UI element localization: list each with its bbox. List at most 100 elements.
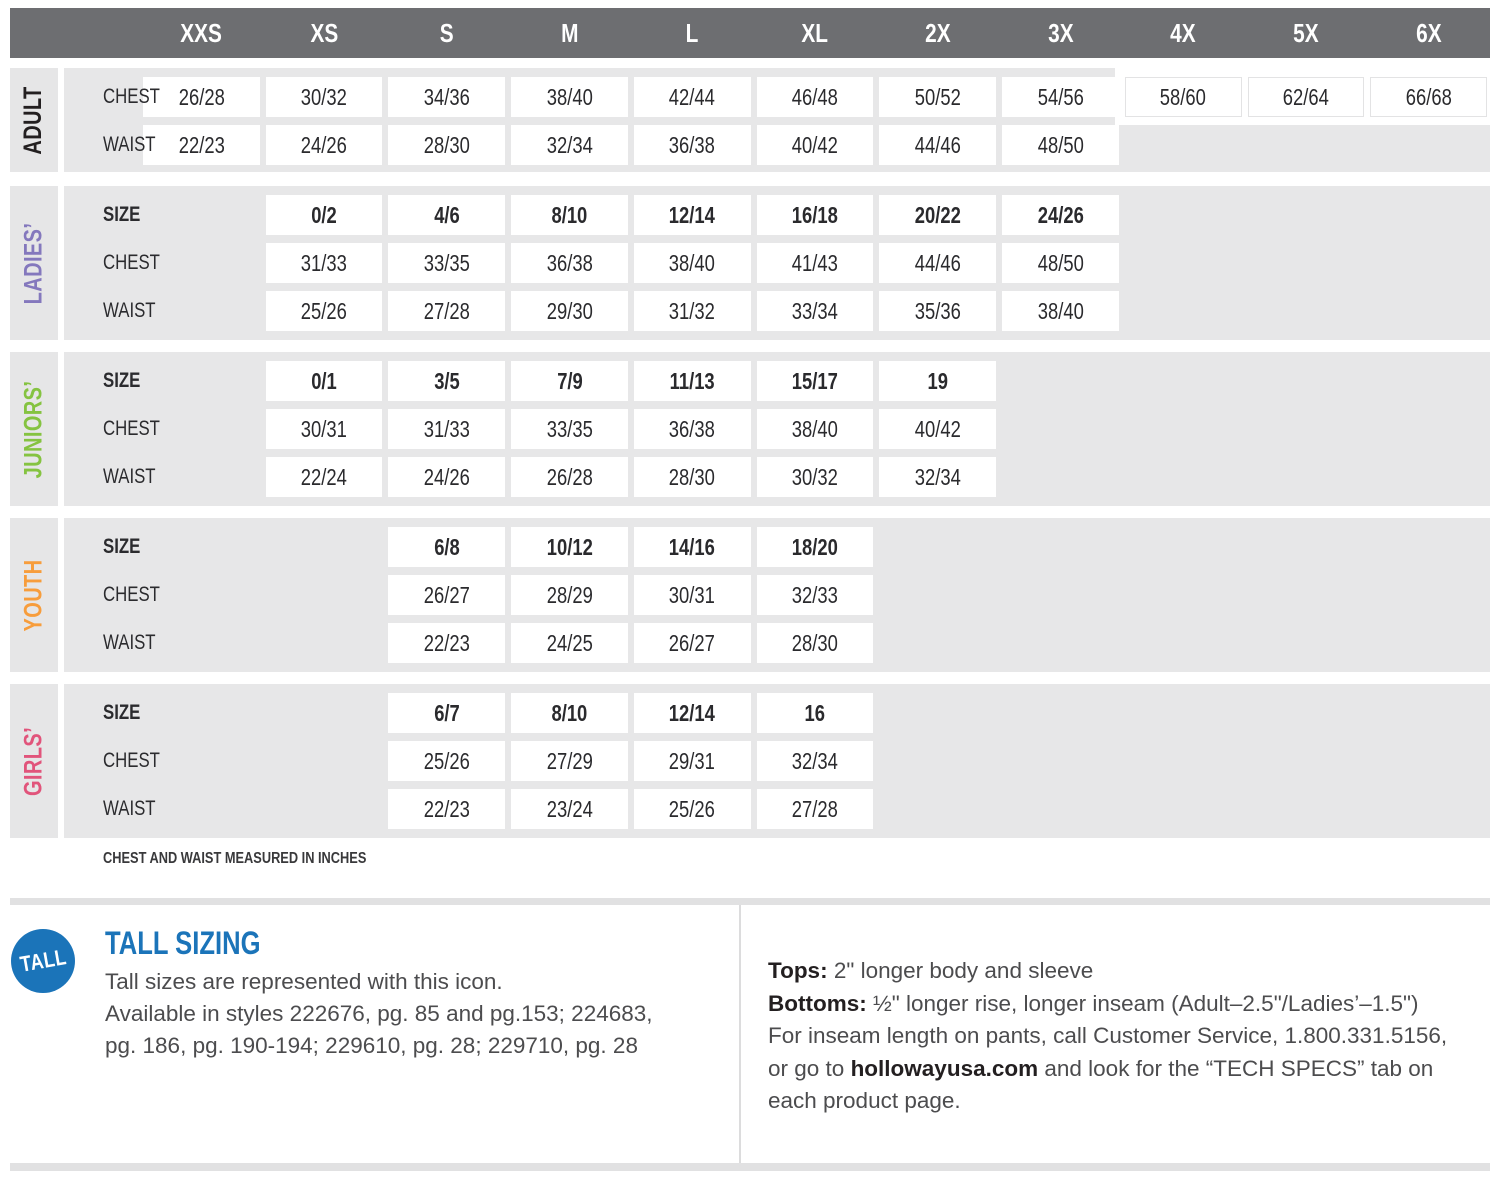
size-cell: 30/32	[265, 77, 383, 117]
section-panel: CHEST 26/28 30/32 34/36 38/40 42/44 46/48 50/52…	[64, 68, 1490, 172]
row-label: WAIST	[103, 797, 156, 820]
section-rows: CHEST 26/28 30/32 34/36 38/40 42/44 46/48 50/52…	[64, 77, 1490, 165]
bottoms-text: ½" longer rise, longer inseam (Adult–2.5…	[866, 990, 1419, 1016]
category-label: LADIES’	[19, 222, 48, 304]
table-row: WAIST 22/23 23/24 25/26 27/28	[64, 789, 1490, 829]
size-cell: 7/9	[511, 361, 628, 401]
row-label: CHEST	[103, 251, 160, 274]
size-cell: 32/34	[511, 125, 628, 165]
size-cell: 35/36	[879, 291, 997, 331]
row-label: WAIST	[103, 631, 156, 654]
size-column-header: S	[439, 17, 454, 48]
size-cell: 32/33	[756, 575, 874, 615]
size-cell: 23/24	[511, 789, 628, 829]
section-rows: SIZE 0/2 4/6 8/10 12/14 16/18 20/22 24/26 CHEST 3…	[64, 195, 1490, 331]
table-row: WAIST 22/23 24/26 28/30 32/34 36/38 40/42 44/46…	[64, 125, 1490, 165]
size-cell: 38/40	[756, 409, 874, 449]
row-label: CHEST	[103, 583, 160, 606]
size-cell: 26/28	[143, 77, 260, 117]
size-column-header: XXS	[180, 17, 223, 48]
tall-line-2: Available in styles 222676, pg. 85 and p…	[105, 1001, 653, 1026]
category-label-box-adult: ADULT	[10, 68, 58, 172]
size-cell: 6/7	[388, 693, 506, 733]
size-cell: 8/10	[511, 693, 628, 733]
table-row: WAIST 22/23 24/25 26/27 28/30	[64, 623, 1490, 663]
size-cell: 31/33	[388, 409, 506, 449]
size-column-header: M	[560, 17, 579, 48]
size-cell: 48/50	[1002, 125, 1119, 165]
note-bottoms: Bottoms: ½" longer rise, longer inseam (…	[768, 988, 1496, 1021]
size-cell: 28/30	[388, 125, 506, 165]
category-label: ADULT	[19, 85, 48, 155]
note-inseam-line1: For inseam length on pants, call Custome…	[768, 1023, 1448, 1048]
size-column-header: L	[685, 17, 699, 48]
note-inseam-line2: or go to hollowayusa.com and look for th…	[768, 1053, 1496, 1086]
size-cell: 11/13	[633, 361, 751, 401]
category-label: JUNIORS’	[19, 380, 48, 478]
tall-sizing-title-text: TALL SIZING	[105, 925, 261, 961]
size-cell: 36/38	[511, 243, 628, 283]
size-cell: 16/18	[756, 195, 874, 235]
size-cell: 62/64	[1247, 77, 1365, 117]
size-cell: 32/34	[756, 741, 874, 781]
section-panel: SIZE 6/8 10/12 14/16 18/20 CHEST 26/27 28/29 30/…	[64, 518, 1490, 672]
vertical-divider	[739, 905, 741, 1163]
size-cell: 12/14	[633, 195, 751, 235]
table-row: WAIST 22/24 24/26 26/28 28/30 30/32 32/34	[64, 457, 1490, 497]
size-cell: 14/16	[633, 527, 751, 567]
size-cell: 25/26	[265, 291, 383, 331]
size-cell: 40/42	[879, 409, 997, 449]
size-cell: 36/38	[633, 409, 751, 449]
size-cell: 22/24	[265, 457, 383, 497]
size-column-header: 4X	[1170, 17, 1196, 48]
table-row: CHEST 26/28 30/32 34/36 38/40 42/44 46/48 50/52…	[64, 77, 1490, 117]
size-column-header: 2X	[924, 17, 951, 48]
fit-notes: Tops: 2" longer body and sleeve Bottoms:…	[768, 955, 1496, 1118]
section-adult: ADULT CHEST 26/28 30/32 34/36 38/40 42/44 46/4…	[10, 68, 1490, 172]
size-column-header: 3X	[1047, 17, 1074, 48]
size-cell: 38/40	[1002, 291, 1119, 331]
category-label-box-youth: YOUTH	[10, 518, 58, 672]
size-cell: 34/36	[388, 77, 506, 117]
size-cell: 44/46	[879, 243, 997, 283]
size-cell: 54/56	[1002, 77, 1119, 117]
section-ladies: LADIES’ SIZE 0/2 4/6 8/10 12/14 16/18 20/22 24/…	[10, 186, 1490, 340]
size-cell: 31/33	[265, 243, 383, 283]
table-row: SIZE 6/7 8/10 12/14 16	[64, 693, 1490, 733]
size-cell: 24/25	[511, 623, 628, 663]
size-cell: 42/44	[633, 77, 751, 117]
section-rows: SIZE 0/1 3/5 7/9 11/13 15/17 19 CHEST 30/31 31/33…	[64, 361, 1490, 497]
size-cell: 20/22	[879, 195, 997, 235]
section-panel: SIZE 6/7 8/10 12/14 16 CHEST 25/26 27/29 29/31 32…	[64, 684, 1490, 838]
size-cell: 27/29	[511, 741, 628, 781]
category-label-box-juniors: JUNIORS’	[10, 352, 58, 506]
size-cell: 30/31	[633, 575, 751, 615]
row-label: SIZE	[103, 535, 141, 558]
size-cell: 46/48	[756, 77, 874, 117]
inseam-text-b: and look for the “TECH SPECS” tab on	[1038, 1055, 1434, 1081]
row-label: SIZE	[103, 369, 141, 392]
category-label: GIRLS’	[19, 726, 48, 796]
measurement-footnote: CHEST AND WAIST MEASURED IN INCHES	[103, 850, 432, 868]
size-cell: 44/46	[879, 125, 997, 165]
size-cell: 38/40	[633, 243, 751, 283]
table-row: SIZE 0/1 3/5 7/9 11/13 15/17 19	[64, 361, 1490, 401]
size-cell: 25/26	[388, 741, 506, 781]
tall-sizing-title: TALL SIZING	[105, 925, 299, 962]
size-cell: 15/17	[756, 361, 874, 401]
size-column-headers: XXS XS S M L XL 2X 3X 4X 5X 6X	[140, 8, 1490, 58]
size-cell: 33/35	[388, 243, 506, 283]
category-label-box-girls: GIRLS’	[10, 684, 58, 838]
size-cell: 31/32	[633, 291, 751, 331]
category-label: YOUTH	[19, 559, 48, 631]
table-row: SIZE 0/2 4/6 8/10 12/14 16/18 20/22 24/26	[64, 195, 1490, 235]
section-rows: SIZE 6/8 10/12 14/16 18/20 CHEST 26/27 28/29 30/…	[64, 527, 1490, 663]
size-cell: 40/42	[756, 125, 874, 165]
size-cell: 24/26	[388, 457, 506, 497]
table-row: CHEST 30/31 31/33 33/35 36/38 38/40 40/42	[64, 409, 1490, 449]
size-cell: 24/26	[1002, 195, 1119, 235]
size-cell: 29/31	[633, 741, 751, 781]
size-cell: 22/23	[143, 125, 260, 165]
size-cell: 22/23	[388, 789, 506, 829]
